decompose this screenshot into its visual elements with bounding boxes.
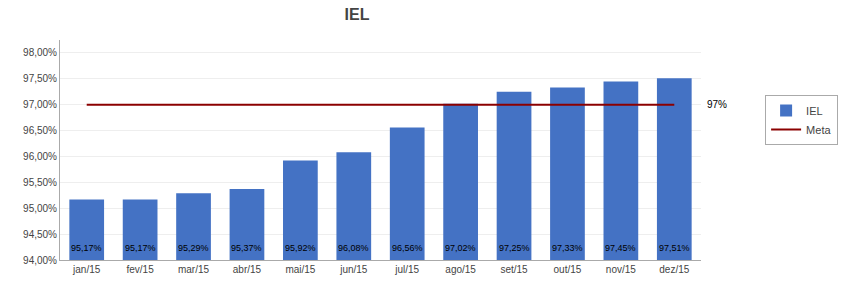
- svg-text:97,00%: 97,00%: [23, 99, 57, 110]
- svg-text:mar/15: mar/15: [178, 264, 210, 275]
- svg-text:97,51%: 97,51%: [659, 243, 690, 253]
- svg-text:jan/15: jan/15: [72, 264, 101, 275]
- svg-text:dez/15: dez/15: [659, 264, 689, 275]
- svg-text:96,08%: 96,08%: [338, 243, 369, 253]
- svg-text:95,00%: 95,00%: [23, 203, 57, 214]
- svg-text:IEL: IEL: [806, 105, 823, 117]
- svg-text:95,37%: 95,37%: [231, 243, 262, 253]
- svg-text:96,56%: 96,56%: [392, 243, 423, 253]
- svg-text:96,50%: 96,50%: [23, 125, 57, 136]
- svg-text:95,29%: 95,29%: [178, 243, 209, 253]
- svg-text:94,50%: 94,50%: [23, 229, 57, 240]
- svg-text:nov/15: nov/15: [606, 264, 636, 275]
- svg-text:97,45%: 97,45%: [605, 243, 636, 253]
- svg-text:97,25%: 97,25%: [499, 243, 530, 253]
- svg-text:97,50%: 97,50%: [23, 73, 57, 84]
- svg-text:jul/15: jul/15: [394, 264, 419, 275]
- svg-text:fev/15: fev/15: [127, 264, 155, 275]
- svg-text:98,00%: 98,00%: [23, 47, 57, 58]
- svg-text:mai/15: mai/15: [285, 264, 315, 275]
- svg-text:out/15: out/15: [554, 264, 582, 275]
- svg-text:97,02%: 97,02%: [445, 243, 476, 253]
- svg-text:ago/15: ago/15: [445, 264, 476, 275]
- svg-text:95,50%: 95,50%: [23, 177, 57, 188]
- svg-text:jun/15: jun/15: [339, 264, 368, 275]
- svg-text:abr/15: abr/15: [233, 264, 262, 275]
- svg-text:95,17%: 95,17%: [71, 243, 102, 253]
- svg-text:Meta: Meta: [806, 124, 831, 136]
- svg-text:IEL: IEL: [345, 6, 370, 23]
- svg-text:95,17%: 95,17%: [125, 243, 156, 253]
- svg-text:97%: 97%: [707, 99, 727, 110]
- svg-text:94,00%: 94,00%: [23, 255, 57, 266]
- svg-text:set/15: set/15: [500, 264, 528, 275]
- svg-text:96,00%: 96,00%: [23, 151, 57, 162]
- svg-text:95,92%: 95,92%: [285, 243, 316, 253]
- svg-text:97,33%: 97,33%: [552, 243, 583, 253]
